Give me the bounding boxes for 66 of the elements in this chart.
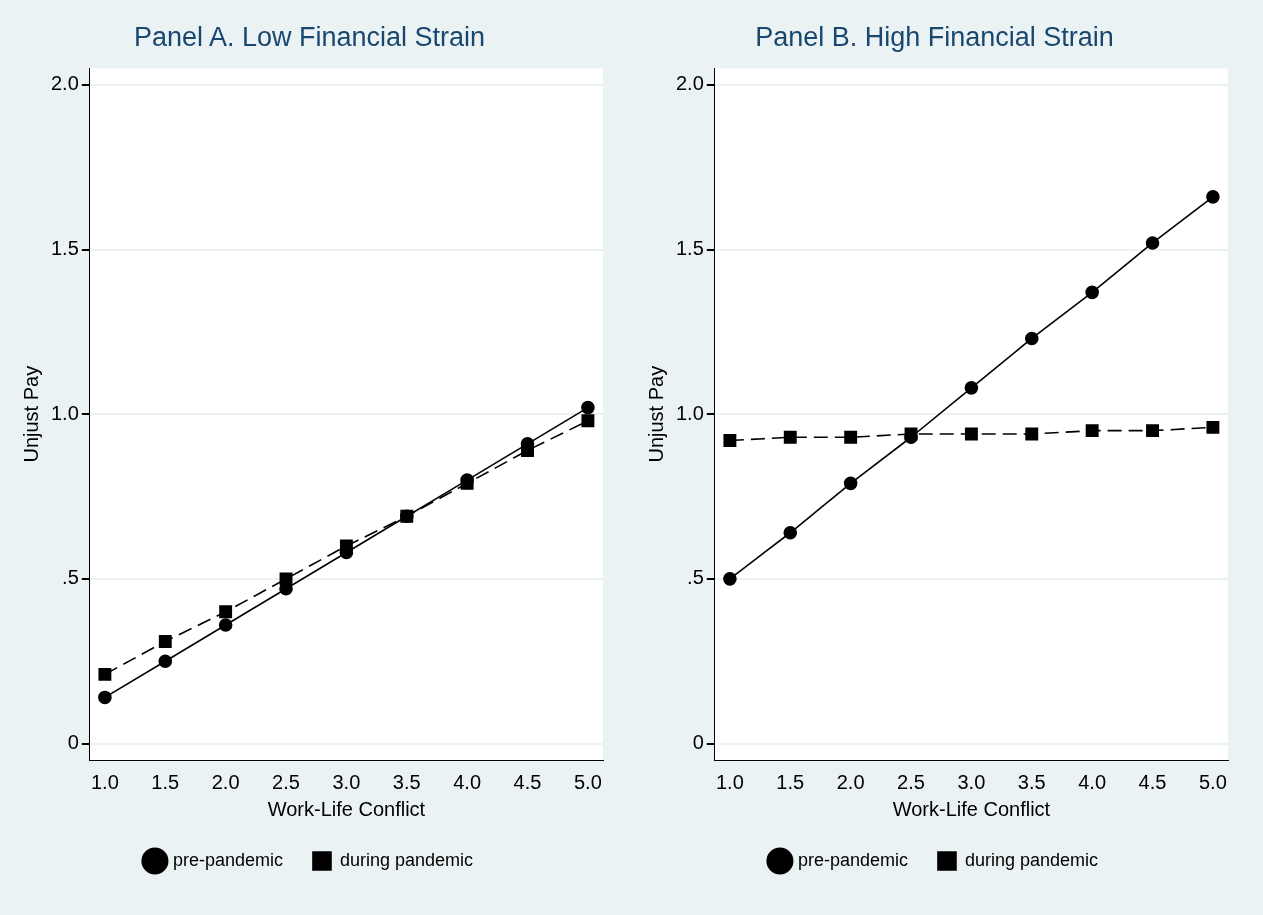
x-tick-label: 4.5	[1138, 770, 1167, 793]
point	[98, 690, 112, 705]
point	[723, 572, 737, 586]
x-tick-label: 1.0	[715, 770, 744, 793]
y-tick-label: 0	[692, 731, 704, 754]
point	[581, 400, 595, 415]
point	[783, 430, 797, 444]
point	[1206, 420, 1220, 434]
x-tick-label: 4.0	[1078, 770, 1107, 793]
y-tick-label: 2.0	[50, 72, 79, 95]
point	[1146, 424, 1159, 438]
x-tick-label: 1.5	[151, 770, 180, 793]
y-tick-label: 0	[67, 731, 79, 754]
point	[218, 618, 233, 632]
y-tick-label: .5	[687, 566, 704, 589]
y-tick-label: .5	[62, 566, 79, 589]
point	[1024, 331, 1039, 346]
y-tick-label: 2.0	[675, 72, 704, 95]
x-tick-label: 1.5	[776, 770, 805, 793]
point	[783, 525, 798, 540]
legend-label: pre-pandemic	[172, 849, 283, 870]
x-tick-label: 4.0	[453, 770, 482, 793]
point	[1085, 424, 1099, 438]
legend-label: during pandemic	[339, 849, 474, 870]
point	[723, 434, 737, 447]
x-tick-label: 2.0	[836, 770, 865, 793]
x-tick-label: 4.5	[513, 770, 542, 793]
x-tick-label: 5.0	[574, 770, 602, 793]
point	[964, 427, 978, 441]
x-tick-label: 3.5	[1017, 770, 1046, 793]
y-axis-title: Unjust Pay	[19, 365, 42, 463]
chart-title: Panel B. High Financial Strain	[755, 21, 1114, 52]
point	[279, 572, 293, 586]
x-tick-label: 3.0	[332, 770, 361, 793]
x-tick-label: 1.0	[90, 770, 119, 793]
y-tick-label: 1.5	[675, 237, 704, 260]
point	[339, 539, 353, 553]
point	[1085, 285, 1099, 300]
y-axis-title: Unjust Pay	[644, 365, 667, 463]
point	[843, 476, 858, 491]
y-tick-label: 1.0	[675, 401, 704, 424]
point	[400, 509, 414, 523]
x-tick-label: 2.0	[211, 770, 240, 793]
legend-label: during pandemic	[964, 849, 1099, 870]
point	[98, 667, 112, 681]
x-tick-label: 2.5	[897, 770, 925, 793]
point	[964, 381, 979, 395]
point	[1025, 427, 1039, 441]
x-axis-title: Work-Life Conflict	[892, 797, 1051, 820]
legend-label: pre-pandemic	[797, 849, 908, 870]
point	[521, 443, 534, 457]
x-tick-label: 3.5	[392, 770, 421, 793]
point	[158, 654, 173, 668]
y-tick-label: 1.5	[50, 237, 79, 260]
x-axis-title: Work-Life Conflict	[267, 797, 426, 820]
point	[219, 605, 233, 619]
x-tick-label: 5.0	[1199, 770, 1227, 793]
point	[844, 430, 858, 444]
x-tick-label: 3.0	[957, 770, 986, 793]
x-tick-label: 2.5	[272, 770, 300, 793]
point	[1145, 236, 1160, 250]
point	[581, 414, 595, 428]
chart-title: Panel A. Low Financial Strain	[133, 21, 486, 52]
point	[1206, 190, 1220, 204]
point	[158, 634, 172, 648]
y-tick-label: 1.0	[50, 401, 79, 424]
